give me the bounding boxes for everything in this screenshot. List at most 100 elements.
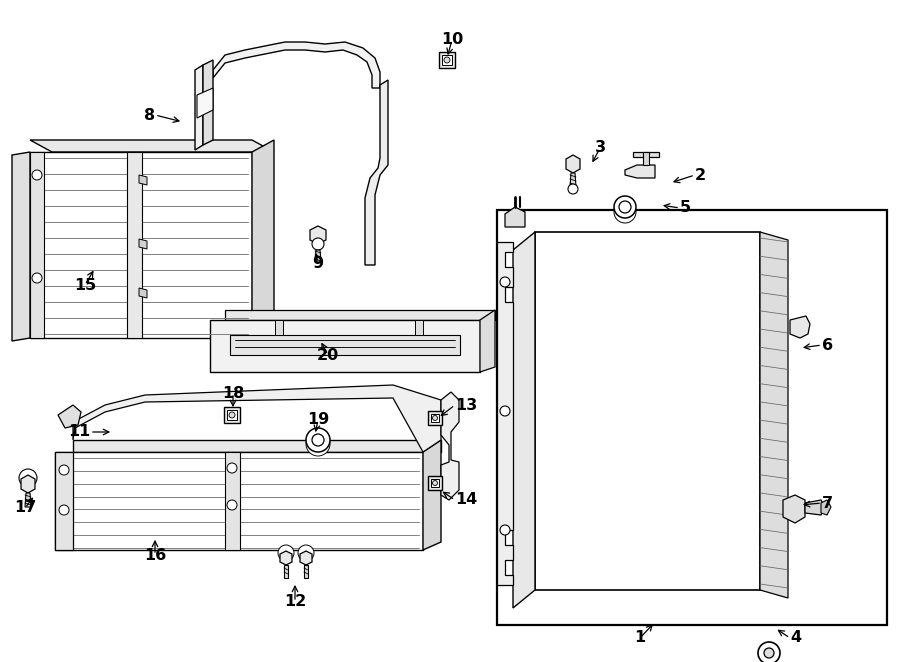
Polygon shape [415,320,423,335]
Circle shape [500,406,510,416]
Circle shape [227,500,237,510]
Circle shape [433,481,437,485]
Text: 3: 3 [594,140,606,156]
Text: 9: 9 [312,256,324,271]
Circle shape [758,642,780,662]
Circle shape [298,545,314,561]
Polygon shape [55,452,73,550]
Circle shape [32,273,42,283]
Polygon shape [139,288,147,298]
Text: 18: 18 [222,385,244,401]
Polygon shape [55,452,423,550]
Polygon shape [139,175,147,185]
Polygon shape [203,60,213,145]
Polygon shape [284,565,288,578]
Polygon shape [225,452,240,550]
Circle shape [19,469,37,487]
Circle shape [444,57,450,63]
Polygon shape [315,250,321,262]
Bar [428,476,442,490]
Circle shape [32,170,42,180]
Polygon shape [821,500,831,515]
Polygon shape [73,440,441,452]
Polygon shape [497,242,513,585]
Polygon shape [365,80,388,265]
Circle shape [278,545,294,561]
Text: 8: 8 [144,107,155,122]
Polygon shape [30,152,44,338]
Circle shape [59,465,69,475]
Polygon shape [760,232,788,598]
Bar [227,410,237,420]
Text: 13: 13 [455,397,477,412]
Polygon shape [30,152,252,338]
Polygon shape [783,495,805,523]
Polygon shape [625,165,655,178]
Polygon shape [197,88,213,118]
Polygon shape [252,140,274,338]
Polygon shape [58,405,81,428]
Polygon shape [210,320,480,372]
Text: 5: 5 [680,201,691,216]
Text: 20: 20 [317,348,339,363]
Text: 6: 6 [822,338,833,352]
Polygon shape [73,385,441,452]
Circle shape [59,505,69,515]
Polygon shape [570,173,576,187]
Text: 15: 15 [74,277,96,293]
Text: 10: 10 [441,32,464,48]
Polygon shape [805,500,825,515]
Polygon shape [280,551,292,565]
Circle shape [312,434,324,446]
Bar [224,407,240,423]
Polygon shape [566,155,580,173]
Polygon shape [643,152,649,165]
Bar [442,55,452,65]
Polygon shape [127,152,142,338]
Bar [428,411,442,425]
Polygon shape [30,140,274,152]
Polygon shape [12,152,30,341]
Text: 12: 12 [284,594,306,610]
Bar [497,210,887,625]
Text: 17: 17 [14,500,36,516]
Circle shape [500,277,510,287]
Circle shape [306,432,330,456]
Polygon shape [505,207,525,227]
Polygon shape [213,42,380,88]
Polygon shape [310,226,326,244]
Polygon shape [225,310,495,320]
Polygon shape [790,316,810,338]
Polygon shape [230,335,460,355]
Circle shape [568,184,578,194]
Text: 16: 16 [144,547,166,563]
Text: 1: 1 [634,630,645,645]
Polygon shape [21,475,35,493]
Circle shape [619,201,631,213]
Polygon shape [304,565,308,578]
Text: 11: 11 [68,424,90,440]
Bar [535,232,760,590]
Polygon shape [423,440,441,550]
Polygon shape [275,320,283,335]
Text: 19: 19 [307,412,329,428]
Circle shape [306,428,330,452]
Bar [431,414,439,422]
Circle shape [764,648,774,658]
Circle shape [227,463,237,473]
Circle shape [500,525,510,535]
Text: 2: 2 [695,167,707,183]
Text: 4: 4 [790,630,801,645]
Polygon shape [195,65,203,150]
Circle shape [433,416,437,420]
Bar [439,52,455,68]
Circle shape [312,238,324,250]
Text: 14: 14 [455,493,477,508]
Polygon shape [633,152,659,157]
Polygon shape [513,232,535,608]
Circle shape [229,412,235,418]
Polygon shape [300,551,312,565]
Bar [431,479,439,487]
Text: 7: 7 [822,495,833,510]
Polygon shape [480,310,495,372]
